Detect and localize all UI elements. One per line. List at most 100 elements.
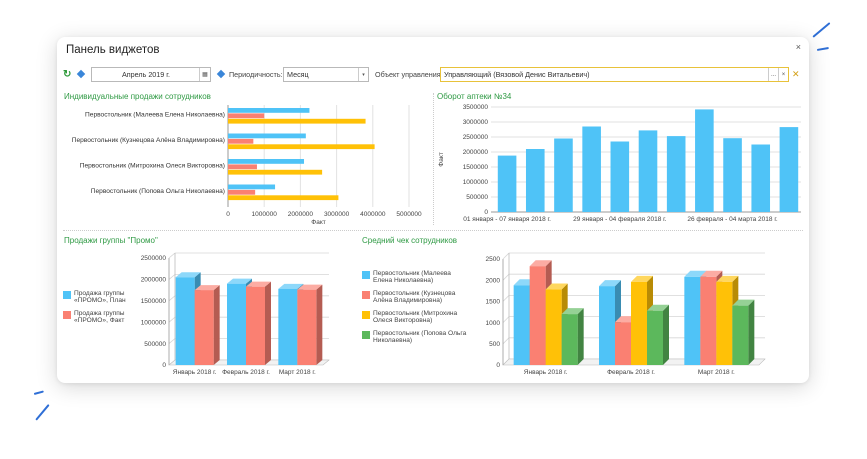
- y-tick-label: 500000: [466, 194, 488, 201]
- x-tick-label: Февраль 2018 г.: [607, 369, 655, 376]
- bar: [615, 322, 631, 365]
- bar: [610, 141, 630, 212]
- x-tick-label: 3000000: [324, 211, 350, 218]
- y-tick-label: 1500: [486, 299, 501, 306]
- bar: [529, 266, 546, 365]
- bar: [194, 290, 214, 365]
- x-tick-label: 29 января - 04 февраля 2018 г.: [573, 216, 667, 223]
- bar: [228, 113, 265, 119]
- bar: [554, 138, 573, 212]
- grid-line: [168, 316, 176, 323]
- legend-swatch: [362, 331, 370, 339]
- y-tick-label: 2500000: [463, 134, 489, 141]
- period-next-icon[interactable]: [216, 69, 226, 79]
- period-label: Периодичность:: [229, 70, 283, 79]
- bar: [228, 144, 375, 150]
- period-select[interactable]: Месяц ▾: [283, 67, 369, 82]
- calendar-icon[interactable]: ▦: [199, 68, 210, 81]
- category-label: Первостольник (Попова Ольга Николаевна): [91, 188, 225, 195]
- bar: [751, 144, 771, 212]
- object-clear-icon[interactable]: ×: [778, 68, 788, 81]
- bar: [513, 285, 530, 365]
- bar-top: [297, 284, 323, 290]
- bar: [228, 118, 366, 124]
- legend-item: Первостольник (Митрохина Олеся Викторовн…: [362, 310, 472, 324]
- y-tick-label: 3000000: [463, 119, 489, 126]
- legend-item: Продажа группы «ПРОМО», План: [63, 290, 129, 304]
- legend-label: Первостольник (Митрохина Олеся Викторовн…: [373, 310, 458, 324]
- bar-side: [265, 281, 271, 365]
- grid-line: [502, 273, 510, 281]
- bar-side: [663, 304, 669, 365]
- bar-top: [716, 275, 739, 282]
- bar-top: [278, 283, 304, 289]
- y-tick-label: 500000: [144, 341, 166, 348]
- bar-top: [631, 275, 653, 282]
- x-tick-label: Январь 2018 г.: [524, 369, 568, 376]
- decor-stroke: [816, 46, 829, 51]
- bar: [638, 130, 658, 212]
- bar-top: [246, 281, 271, 287]
- bar-top: [647, 304, 669, 311]
- bar: [497, 155, 517, 212]
- y-tick-label: 1500000: [141, 298, 167, 305]
- bar-top: [194, 285, 220, 291]
- bar: [228, 169, 323, 175]
- individual-sales-chart: 0 1000000 2000000 3000000 4000000 5000000 Факт…: [72, 105, 422, 226]
- x-tick-label: 01 января - 07 января 2018 г.: [463, 216, 551, 223]
- bar: [666, 136, 686, 212]
- object-input[interactable]: Управляющий (Вязовой Денис Витальевич) .…: [440, 67, 789, 82]
- y-axis-label: Факт: [438, 152, 445, 166]
- x-tick-label: 2000000: [288, 211, 314, 218]
- promo-sales-chart: 0 500000 1000000 1500000 2000000 2500000 Январ…: [141, 252, 330, 376]
- y-tick-label: 2500: [486, 256, 501, 263]
- grid-line: [168, 274, 176, 280]
- decor-stroke: [33, 390, 44, 395]
- pharmacy-turnover-title: Оборот аптеки №34: [437, 92, 512, 101]
- bar: [647, 310, 663, 365]
- bar-top: [732, 299, 755, 306]
- legend-swatch: [63, 311, 71, 319]
- average-check-title: Средний чек сотрудников: [362, 236, 458, 245]
- decor-stroke: [812, 22, 831, 38]
- y-tick-label: 0: [496, 362, 500, 369]
- bar: [779, 127, 799, 212]
- legend-label: Первостольник (Кузнецова Алёна Владимиро…: [373, 290, 456, 304]
- x-tick-label: 26 февраля - 04 марта 2018 г.: [687, 216, 778, 223]
- bar: [297, 289, 317, 365]
- grid-line: [502, 252, 510, 260]
- bar: [561, 314, 578, 365]
- date-input[interactable]: Апрель 2019 г. ▦: [91, 67, 211, 82]
- bar: [228, 138, 254, 144]
- y-tick-label: 2500000: [141, 255, 167, 262]
- y-tick-label: 0: [484, 209, 488, 216]
- settings-icon[interactable]: ✕: [792, 69, 800, 79]
- period-prev-icon[interactable]: [76, 69, 86, 79]
- bar: [228, 184, 276, 190]
- grid-line: [502, 337, 510, 345]
- chevron-down-icon[interactable]: ▾: [358, 68, 368, 81]
- bar-top: [227, 278, 252, 284]
- bar: [545, 289, 562, 365]
- average-check-legend: Первостольник (Малеева Елена Николаевна)…: [362, 270, 472, 350]
- x-tick-label: Январь 2018 г.: [173, 369, 217, 376]
- y-tick-label: 2000000: [141, 277, 167, 284]
- legend-label: Первостольник (Малеева Елена Николаевна): [373, 270, 451, 284]
- refresh-icon[interactable]: ↻: [63, 69, 72, 80]
- bar-top: [175, 272, 201, 278]
- legend-item: Первостольник (Малеева Елена Николаевна): [362, 270, 472, 284]
- y-tick-label: 1500000: [463, 164, 489, 171]
- close-icon[interactable]: ×: [795, 42, 801, 52]
- bar-top: [599, 280, 621, 287]
- bar: [684, 276, 701, 365]
- legend-label: Продажа группы «ПРОМО», Факт: [74, 310, 125, 324]
- y-tick-label: 1000: [486, 320, 501, 327]
- x-tick-label: 4000000: [360, 211, 386, 218]
- bar: [599, 286, 615, 365]
- object-value: Управляющий (Вязовой Денис Витальевич): [444, 70, 590, 79]
- object-select-button[interactable]: ...: [768, 68, 778, 81]
- decor-stroke: [35, 404, 50, 421]
- bar-top: [529, 260, 552, 267]
- pharmacy-turnover-chart: 0 500000 1000000 1500000 2000000 2500000 30000…: [438, 104, 801, 223]
- bar: [278, 288, 298, 365]
